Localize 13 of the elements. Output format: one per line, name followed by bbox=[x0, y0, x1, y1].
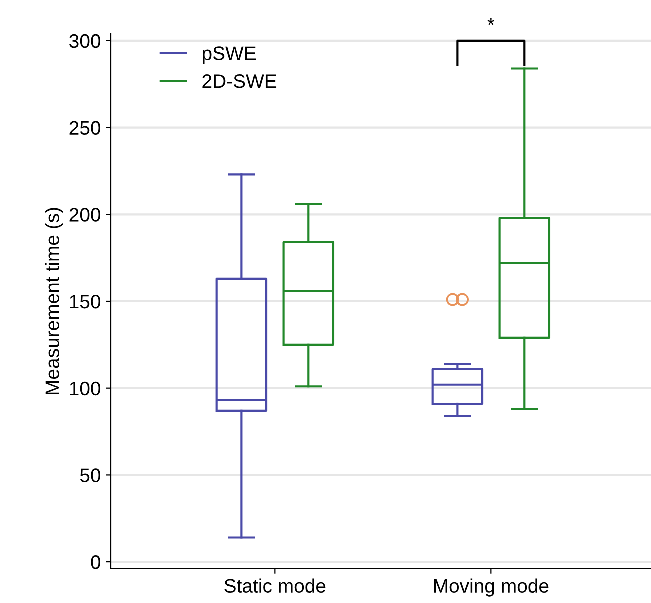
text: * bbox=[488, 18, 495, 26]
x-tick-label: Moving mode bbox=[434, 578, 549, 597]
y-tick-label: 150 bbox=[70, 294, 101, 309]
y-tick-label: 100 bbox=[70, 382, 101, 396]
y-tick-label: 300 bbox=[70, 34, 101, 48]
y-tick-label: 50 bbox=[80, 468, 101, 482]
y-tick-label: 200 bbox=[70, 208, 101, 222]
legend-label: 2D-SWE bbox=[202, 74, 277, 88]
y-tick-label: 0 bbox=[91, 556, 101, 570]
legend-label: pSWE bbox=[202, 46, 256, 64]
x-tick-label: Static mode bbox=[224, 578, 326, 594]
y-axis-title: Measurement time (s) bbox=[45, 208, 64, 394]
y-tick-label: 250 bbox=[70, 121, 101, 136]
